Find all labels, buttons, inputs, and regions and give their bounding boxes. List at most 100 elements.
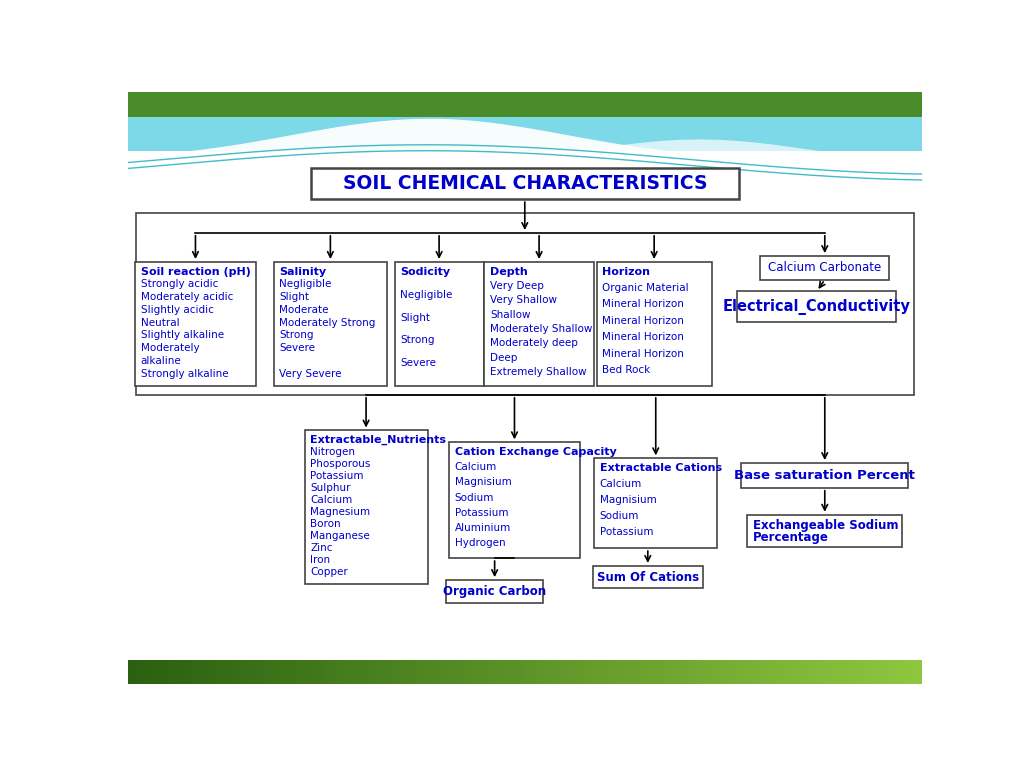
Text: Calcium: Calcium <box>310 495 352 505</box>
Bar <box>231 659 240 684</box>
Text: Iron: Iron <box>310 555 331 565</box>
Bar <box>723 659 731 684</box>
Text: Potassium: Potassium <box>600 528 653 538</box>
Text: Very Deep: Very Deep <box>489 281 544 291</box>
Text: Slight: Slight <box>280 292 309 302</box>
Text: Bed Rock: Bed Rock <box>602 365 650 375</box>
Bar <box>461 659 469 684</box>
Bar <box>659 659 668 684</box>
Bar <box>342 659 350 684</box>
Bar <box>755 659 763 684</box>
Bar <box>350 659 358 684</box>
Bar <box>541 659 549 684</box>
Text: Electrical_Conductivity: Electrical_Conductivity <box>723 299 910 315</box>
Text: Neutral: Neutral <box>140 318 179 328</box>
Text: Phosporous: Phosporous <box>310 459 371 469</box>
Text: Soil reaction (pH): Soil reaction (pH) <box>140 266 251 276</box>
Bar <box>430 659 437 684</box>
Text: Horizon: Horizon <box>602 266 650 276</box>
FancyBboxPatch shape <box>593 566 702 588</box>
FancyBboxPatch shape <box>597 262 712 386</box>
Text: Magnisium: Magnisium <box>600 495 656 505</box>
Text: Extractable_Nutrients: Extractable_Nutrients <box>310 435 446 445</box>
Bar <box>818 659 826 684</box>
Text: Negligible: Negligible <box>280 280 332 290</box>
Bar <box>255 659 263 684</box>
Bar <box>588 659 596 684</box>
Text: Strongly acidic: Strongly acidic <box>140 280 218 290</box>
FancyBboxPatch shape <box>394 262 483 386</box>
Text: Deep: Deep <box>489 353 517 362</box>
Bar <box>778 659 786 684</box>
Text: Exchangeable Sodium: Exchangeable Sodium <box>753 519 898 532</box>
Text: Percentage: Percentage <box>753 531 828 544</box>
Bar <box>382 659 390 684</box>
Polygon shape <box>128 140 922 175</box>
Bar <box>128 92 922 117</box>
Bar <box>390 659 398 684</box>
Bar <box>676 659 684 684</box>
Bar <box>263 659 271 684</box>
Text: Copper: Copper <box>310 568 348 578</box>
Bar <box>905 659 913 684</box>
Text: Moderately Strong: Moderately Strong <box>280 318 376 328</box>
FancyBboxPatch shape <box>446 580 543 603</box>
Bar <box>549 659 557 684</box>
Bar <box>358 659 367 684</box>
Bar <box>715 659 723 684</box>
Text: Zinc: Zinc <box>310 544 333 554</box>
Bar <box>168 659 176 684</box>
Bar <box>604 659 612 684</box>
Text: Strongly alkaline: Strongly alkaline <box>140 369 228 379</box>
Text: Magnisium: Magnisium <box>455 478 511 488</box>
FancyBboxPatch shape <box>449 442 580 558</box>
Bar <box>620 659 628 684</box>
Text: Aluminium: Aluminium <box>455 523 511 533</box>
Bar <box>485 659 494 684</box>
Bar <box>708 659 715 684</box>
Text: Depth: Depth <box>489 266 527 276</box>
Text: Moderate: Moderate <box>280 305 329 315</box>
Text: Mineral Horizon: Mineral Horizon <box>602 316 684 326</box>
Bar <box>842 659 850 684</box>
Bar <box>731 659 739 684</box>
Bar <box>334 659 342 684</box>
Bar <box>612 659 621 684</box>
Bar <box>445 659 454 684</box>
Bar <box>873 659 882 684</box>
Bar <box>128 117 922 175</box>
Bar <box>739 659 748 684</box>
Bar <box>143 659 152 684</box>
Bar <box>191 659 200 684</box>
Text: Severe: Severe <box>400 359 436 369</box>
Text: Extractable Cations: Extractable Cations <box>600 463 722 473</box>
Text: Potassium: Potassium <box>310 472 364 482</box>
Text: Moderately Shallow: Moderately Shallow <box>489 324 592 334</box>
Bar <box>668 659 676 684</box>
Text: Moderately deep: Moderately deep <box>489 339 578 349</box>
Polygon shape <box>128 119 922 175</box>
Bar <box>913 659 922 684</box>
FancyBboxPatch shape <box>310 168 739 199</box>
Text: Moderately acidic: Moderately acidic <box>140 292 233 302</box>
Bar <box>636 659 644 684</box>
Text: Sum Of Cations: Sum Of Cations <box>597 571 698 584</box>
Text: Slightly acidic: Slightly acidic <box>140 305 214 315</box>
FancyBboxPatch shape <box>484 262 594 386</box>
Text: Calcium: Calcium <box>455 462 497 472</box>
Bar <box>748 659 755 684</box>
Bar <box>866 659 874 684</box>
Bar <box>803 659 811 684</box>
Bar <box>811 659 818 684</box>
Bar <box>128 659 136 684</box>
FancyBboxPatch shape <box>304 430 428 584</box>
Text: Calcium: Calcium <box>600 479 642 489</box>
Bar <box>652 659 659 684</box>
Bar <box>295 659 303 684</box>
Bar <box>152 659 160 684</box>
Bar <box>501 659 509 684</box>
FancyBboxPatch shape <box>273 262 387 386</box>
Text: Organic Material: Organic Material <box>602 283 689 293</box>
Text: Mineral Horizon: Mineral Horizon <box>602 333 684 343</box>
Bar <box>532 659 541 684</box>
